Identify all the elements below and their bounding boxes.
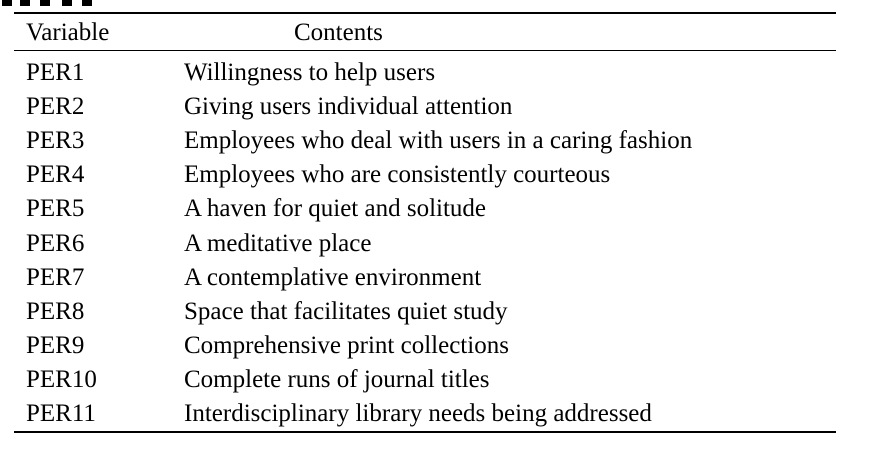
variable-cell: PER9: [26, 332, 85, 360]
contents-cell: Giving users individual attention: [184, 92, 513, 120]
cropped-caption-fragment: [0, 0, 110, 6]
table-row: PER11 Interdisciplinary library needs be…: [14, 397, 836, 432]
header-row: Variable Contents: [14, 13, 836, 51]
variable-cell: PER1: [26, 58, 85, 86]
table-row: PER3 Employees who deal with users in a …: [14, 123, 836, 157]
table-row: PER4 Employees who are consistently cour…: [14, 158, 836, 192]
table-body: PER1 Willingness to help users PER2 Givi…: [14, 51, 836, 433]
table-row: PER7 A contemplative environment: [14, 260, 836, 294]
contents-cell: A haven for quiet and solitude: [184, 195, 487, 223]
table-row: PER10 Complete runs of journal titles: [14, 363, 836, 397]
contents-cell: Complete runs of journal titles: [184, 366, 490, 394]
header-variable: Variable: [14, 13, 184, 51]
table-row: PER2 Giving users individual attention: [14, 89, 836, 123]
variable-cell: PER7: [26, 263, 85, 291]
variable-cell: PER5: [26, 195, 85, 223]
contents-cell: Interdisciplinary library needs being ad…: [184, 400, 652, 428]
variable-cell: PER4: [26, 161, 85, 189]
variable-cell: PER11: [26, 400, 96, 428]
table-row: PER6 A meditative place: [14, 226, 836, 260]
contents-cell: Willingness to help users: [184, 58, 436, 86]
contents-cell: A meditative place: [184, 229, 372, 257]
variables-table: Variable Contents PER1 Willingness to he…: [14, 12, 836, 434]
table-header: Variable Contents: [14, 13, 836, 51]
contents-cell: Space that facilitates quiet study: [184, 297, 508, 325]
variables-table-container: Variable Contents PER1 Willingness to he…: [14, 12, 836, 434]
variable-cell: PER8: [26, 297, 85, 325]
table-row: PER1 Willingness to help users: [14, 51, 836, 90]
table-row: PER5 A haven for quiet and solitude: [14, 192, 836, 226]
table-row: PER8 Space that facilitates quiet study: [14, 294, 836, 328]
variable-cell: PER2: [26, 92, 85, 120]
variable-cell: PER3: [26, 126, 85, 154]
contents-cell: Employees who are consistently courteous: [184, 161, 611, 189]
variable-cell: PER6: [26, 229, 85, 257]
contents-cell: A contemplative environment: [184, 263, 482, 291]
contents-cell: Comprehensive print collections: [184, 332, 509, 360]
table-row: PER9 Comprehensive print collections: [14, 329, 836, 363]
contents-cell: Employees who deal with users in a carin…: [184, 126, 693, 154]
variable-cell: PER10: [26, 366, 97, 394]
header-contents: Contents: [184, 13, 836, 51]
